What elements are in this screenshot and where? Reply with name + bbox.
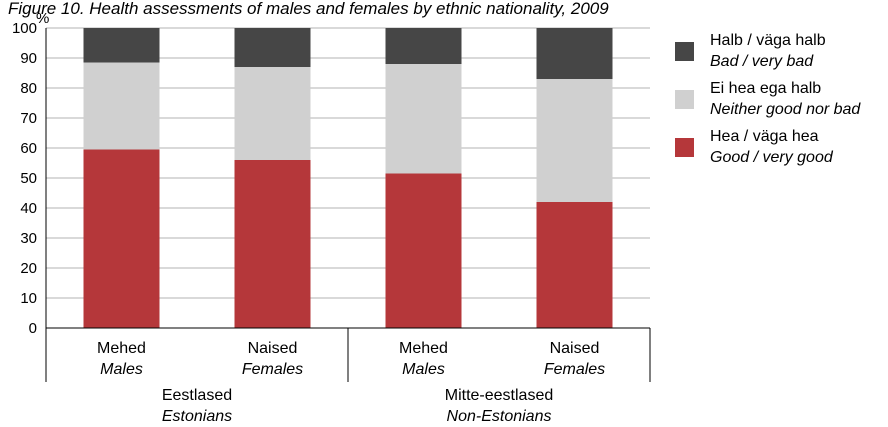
category-label: Mehed [399,340,448,357]
bar-segment [84,150,160,329]
group-label-en: Non-Estonians [447,408,552,425]
bar-segment [235,28,311,67]
bar-segment [537,79,613,202]
y-axis-unit: % [36,10,49,27]
category-label: Mehed [97,340,146,357]
category-label-en: Females [242,361,303,378]
group-label: Mitte-eestlased [445,387,554,404]
category-label: Naised [550,340,600,357]
bar-segment [235,160,311,328]
y-tick-label: 10 [20,290,37,307]
bar-segment [84,28,160,63]
category-label-en: Females [544,361,605,378]
group-label-en: Estonians [162,408,232,425]
y-tick-label: 70 [20,110,37,127]
legend-label: Ei hea ega halb [710,80,821,97]
chart-title: Figure 10. Health assessments of males a… [8,0,609,18]
category-label-en: Males [100,361,143,378]
y-tick-label: 100 [12,20,37,37]
y-tick-label: 90 [20,50,37,67]
bar-segment [537,28,613,79]
legend-swatch [675,42,694,61]
bar-segment [84,63,160,150]
y-tick-label: 0 [29,320,37,337]
bar-segment [537,202,613,328]
group-label: Eestlased [162,387,232,404]
y-tick-label: 30 [20,230,37,247]
legend-label: Hea / väga hea [710,128,819,145]
legend-label-en: Good / very good [710,149,834,166]
y-tick-label: 80 [20,80,37,97]
y-tick-label: 40 [20,200,37,217]
bar-segment [386,28,462,64]
legend-label-en: Bad / very bad [710,53,814,70]
bar-segment [386,174,462,329]
y-tick-label: 60 [20,140,37,157]
bar-segment [235,67,311,160]
category-label-en: Males [402,361,445,378]
legend-label-en: Neither good nor bad [710,101,861,118]
bar-segment [386,64,462,174]
category-label: Naised [248,340,298,357]
y-tick-label: 20 [20,260,37,277]
y-tick-label: 50 [20,170,37,187]
legend-swatch [675,90,694,109]
legend-swatch [675,138,694,157]
legend-label: Halb / väga halb [710,32,826,49]
